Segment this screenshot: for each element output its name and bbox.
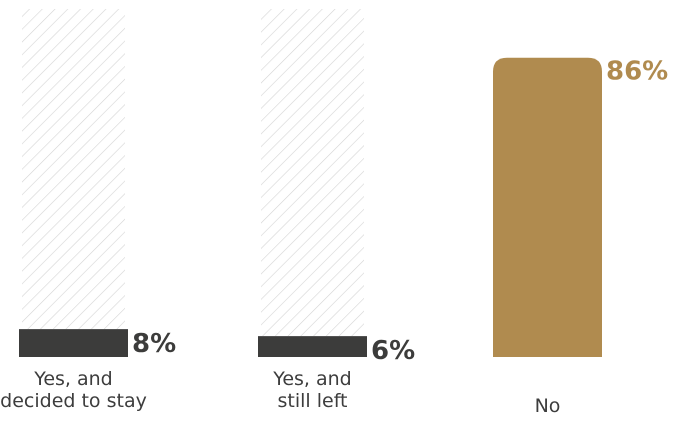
value-label-2: 86% — [606, 57, 668, 87]
category-label-2: No — [535, 395, 561, 417]
bar-1 — [258, 336, 367, 357]
value-label-0: 8% — [132, 329, 176, 359]
bar-0 — [19, 329, 128, 357]
category-label-1: Yes, and still left — [272, 368, 352, 412]
bar-track-0 — [22, 9, 125, 330]
value-label-1: 6% — [371, 336, 415, 366]
category-label-0: Yes, and decided to stay — [0, 368, 147, 412]
bar-2 — [493, 57, 602, 357]
bar-track-1 — [261, 9, 364, 337]
